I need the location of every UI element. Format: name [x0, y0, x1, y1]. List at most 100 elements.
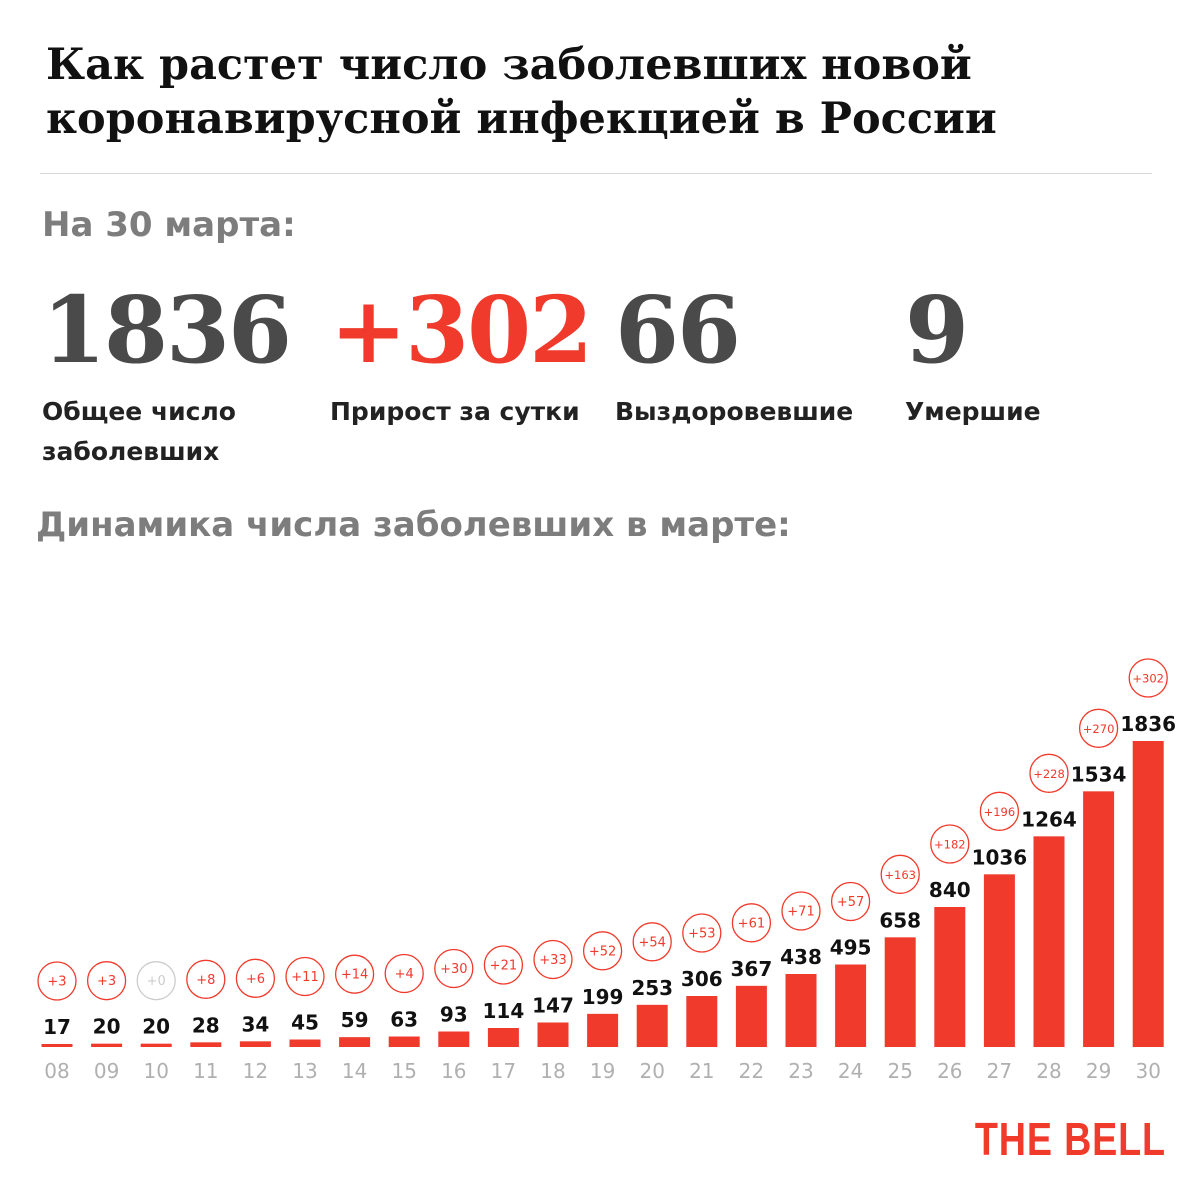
increase-label-21: +53: [688, 927, 715, 942]
value-label-11: 28: [192, 1013, 220, 1037]
value-label-16: 93: [440, 1003, 468, 1027]
bar-10: [140, 1043, 172, 1047]
stat-daily-increase-value: +302: [330, 276, 593, 384]
increase-label-09: +3: [97, 974, 116, 989]
bar-16: [438, 1031, 470, 1047]
value-label-17: 114: [483, 999, 525, 1023]
value-label-19: 199: [582, 985, 624, 1009]
x-tick-28: 28: [1036, 1059, 1061, 1083]
value-label-24: 495: [830, 936, 872, 960]
stat-deaths: 9 Умершие: [905, 278, 1041, 432]
bar-22: [735, 985, 767, 1047]
increase-badge-14: [334, 954, 375, 994]
increase-badge-21: [682, 913, 722, 953]
x-tick-16: 16: [441, 1059, 466, 1083]
x-tick-30: 30: [1135, 1059, 1160, 1083]
cases-bar-chart: 17 08 +3 20 09 +3 20 10 +0 28 11 +8 34 12 +6 45 13 +11 59 1…: [37, 658, 1176, 1083]
bar-13: [289, 1039, 321, 1047]
increase-badge-23: [781, 891, 821, 931]
increase-badge-22: [731, 903, 772, 943]
increase-label-13: +11: [291, 970, 318, 985]
increase-label-20: +54: [638, 935, 665, 950]
stat-recovered-label: Выздоровевшие: [615, 397, 854, 426]
value-label-12: 34: [241, 1012, 269, 1036]
x-tick-14: 14: [342, 1059, 367, 1083]
increase-label-23: +71: [787, 905, 814, 920]
increase-label-27: +196: [984, 805, 1016, 819]
increase-badge-26: [930, 824, 970, 864]
value-label-09: 20: [93, 1015, 121, 1039]
increase-badge-30: [1128, 658, 1168, 698]
increase-badge-19: [582, 931, 623, 971]
stat-recovered-value: 66: [615, 276, 741, 384]
increase-label-15: +4: [395, 967, 414, 982]
increase-badge-15: [384, 953, 424, 994]
increase-badge-09: [86, 961, 127, 1001]
increase-badge-25: [880, 854, 920, 894]
increase-badge-11: [186, 959, 226, 999]
x-tick-12: 12: [243, 1059, 268, 1083]
increase-label-25: +163: [884, 868, 916, 882]
x-tick-22: 22: [739, 1059, 764, 1083]
value-label-22: 367: [731, 957, 773, 981]
increase-badge-12: [235, 958, 276, 998]
increase-badge-27: [979, 791, 1020, 831]
increase-badge-20: [632, 922, 672, 962]
value-label-14: 59: [341, 1008, 369, 1032]
value-label-10: 20: [142, 1015, 170, 1039]
x-tick-24: 24: [838, 1059, 863, 1083]
x-tick-08: 08: [44, 1059, 69, 1083]
x-tick-11: 11: [193, 1059, 218, 1083]
value-label-30: 1836: [1120, 712, 1176, 736]
increase-label-24: +57: [837, 895, 864, 910]
bar-08: [41, 1044, 73, 1047]
bar-27: [983, 874, 1015, 1047]
stat-deaths-value: 9: [905, 276, 969, 384]
x-tick-13: 13: [292, 1059, 317, 1083]
x-tick-17: 17: [491, 1059, 516, 1083]
value-label-21: 306: [681, 967, 723, 991]
increase-label-26: +182: [934, 838, 966, 852]
increase-badge-18: [533, 939, 573, 980]
bar-17: [487, 1028, 519, 1047]
increase-label-08: +3: [47, 975, 66, 990]
increase-label-22: +61: [738, 916, 765, 931]
x-tick-21: 21: [689, 1059, 714, 1083]
x-tick-25: 25: [887, 1059, 912, 1083]
value-label-15: 63: [390, 1008, 418, 1032]
stat-total-cases-label: Общее число заболевших: [42, 397, 236, 466]
bar-30: [1132, 741, 1164, 1047]
value-label-18: 147: [532, 994, 574, 1018]
increase-badge-17: [483, 945, 524, 985]
bar-15: [388, 1036, 420, 1047]
bar-18: [537, 1022, 569, 1047]
x-tick-27: 27: [987, 1059, 1012, 1083]
title-divider: [40, 173, 1152, 174]
x-tick-20: 20: [639, 1059, 664, 1083]
bar-19: [587, 1013, 619, 1047]
increase-label-10: +0: [147, 974, 166, 989]
x-tick-09: 09: [94, 1059, 119, 1083]
increase-label-12: +6: [246, 972, 265, 987]
value-label-27: 1036: [972, 845, 1028, 869]
stat-recovered: 66 Выздоровевшие: [615, 278, 853, 432]
stat-daily-increase: +302 Прирост за сутки: [330, 276, 593, 432]
value-label-08: 17: [43, 1015, 71, 1039]
stat-deaths-label: Умершие: [905, 397, 1041, 426]
x-tick-23: 23: [788, 1059, 813, 1083]
x-tick-19: 19: [590, 1059, 615, 1083]
increase-badge-29: [1078, 708, 1119, 748]
value-label-20: 253: [631, 976, 673, 1000]
x-tick-26: 26: [937, 1059, 962, 1083]
increase-label-30: +302: [1132, 672, 1164, 686]
increase-badge-16: [434, 948, 474, 989]
value-label-29: 1534: [1071, 762, 1127, 786]
value-label-28: 1264: [1021, 807, 1077, 831]
value-label-13: 45: [291, 1011, 319, 1035]
value-label-26: 840: [929, 878, 971, 902]
page-title: Как растет число заболевших новой корона…: [46, 40, 997, 144]
bar-23: [785, 974, 817, 1047]
bar-20: [636, 1004, 668, 1047]
bar-25: [884, 937, 916, 1047]
increase-badge-28: [1029, 753, 1069, 793]
